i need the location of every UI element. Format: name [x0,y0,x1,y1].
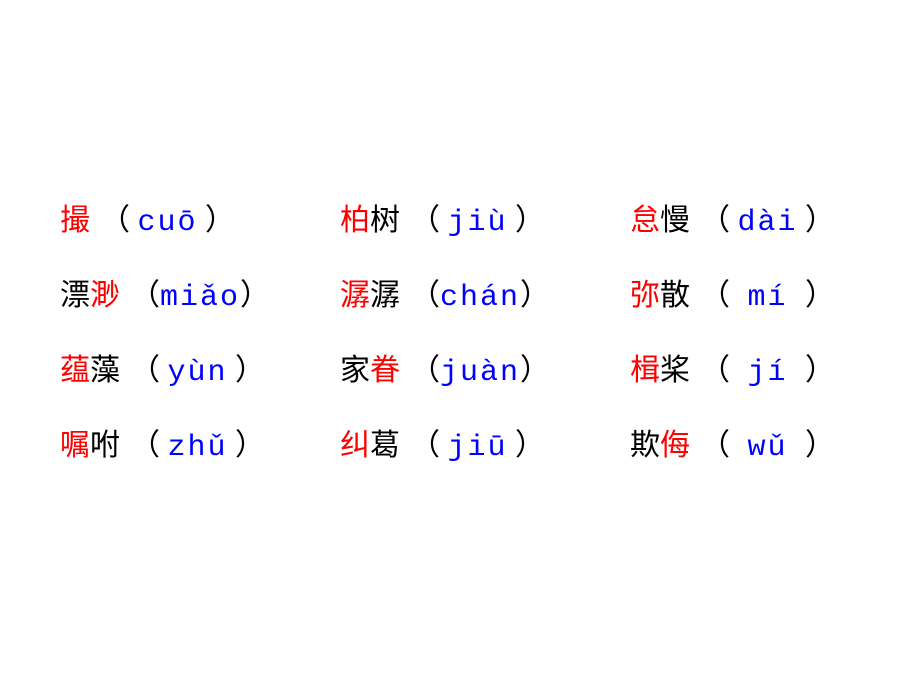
open-paren: （ [100,195,130,239]
hanzi-char: 漂 [60,270,90,314]
hanzi-word: 欺侮 [630,420,690,464]
vocab-cell: 漂渺（miǎo） [60,270,340,315]
hanzi-word: 弥散 [630,270,690,314]
open-paren: （ [700,195,730,239]
hanzi-char: 楫 [630,345,660,389]
pinyin: mí [730,281,805,315]
hanzi-char: 咐 [90,420,120,464]
hanzi-char: 家 [340,345,370,389]
close-paren: ） [805,420,835,464]
close-paren: ） [205,195,235,239]
close-paren: ） [805,345,835,389]
open-paren: （ [700,345,730,389]
hanzi-char: 纠 [340,420,370,464]
close-paren: ） [805,195,835,239]
vocab-cell: 嘱咐（zhǔ） [60,420,340,465]
close-paren: ） [515,195,545,239]
vocab-cell: 撮（cuō） [60,195,340,240]
close-paren: ） [240,270,270,314]
open-paren: （ [410,270,440,314]
pinyin: yùn [160,356,235,390]
vocab-cell: 楫桨（jí） [630,345,880,390]
open-paren: （ [410,195,440,239]
hanzi-char: 慢 [660,195,690,239]
close-paren: ） [805,270,835,314]
close-paren: ） [520,345,550,389]
hanzi-char: 潺 [370,270,400,314]
hanzi-word: 怠慢 [630,195,690,239]
pinyin: zhǔ [160,431,235,465]
vocab-cell: 弥散（mí） [630,270,880,315]
hanzi-char: 树 [370,195,400,239]
hanzi-char: 嘱 [60,420,90,464]
vocab-cell: 家眷（juàn） [340,345,630,390]
hanzi-word: 家眷 [340,345,400,389]
row: 蕴藻（yùn） 家眷（juàn） 楫桨（jí） [60,345,880,390]
vocab-cell: 怠慢（dài） [630,195,880,240]
pinyin: cuō [130,206,205,240]
hanzi-char: 柏 [340,195,370,239]
pinyin: wǔ [730,431,805,465]
hanzi-char: 眷 [370,345,400,389]
hanzi-word: 柏树 [340,195,400,239]
pinyin: jiū [440,431,515,465]
vocab-cell: 柏树（jiù） [340,195,630,240]
vocab-cell: 蕴藻（yùn） [60,345,340,390]
vocab-grid: 撮（cuō） 柏树（jiù） 怠慢（dài） 漂渺（miǎo） 潺潺（chán）… [60,195,880,495]
close-paren: ） [515,420,545,464]
hanzi-word: 纠葛 [340,420,400,464]
open-paren: （ [130,420,160,464]
pinyin: jí [730,356,805,390]
hanzi-char: 蕴 [60,345,90,389]
hanzi-word: 漂渺 [60,270,120,314]
row: 嘱咐（zhǔ） 纠葛（jiū） 欺侮（wǔ） [60,420,880,465]
vocab-cell: 纠葛（jiū） [340,420,630,465]
pinyin: juàn [440,356,520,390]
hanzi-word: 楫桨 [630,345,690,389]
hanzi-char: 藻 [90,345,120,389]
hanzi-char: 怠 [630,195,660,239]
hanzi-char: 渺 [90,270,120,314]
vocab-cell: 潺潺（chán） [340,270,630,315]
pinyin: jiù [440,206,515,240]
hanzi-char: 潺 [340,270,370,314]
open-paren: （ [410,345,440,389]
close-paren: ） [235,345,265,389]
hanzi-char: 欺 [630,420,660,464]
pinyin: miǎo [160,281,240,315]
hanzi-word: 嘱咐 [60,420,120,464]
open-paren: （ [130,270,160,314]
hanzi-char: 撮 [60,195,90,239]
vocab-cell: 欺侮（wǔ） [630,420,880,465]
close-paren: ） [520,270,550,314]
hanzi-char: 弥 [630,270,660,314]
hanzi-char: 散 [660,270,690,314]
row: 撮（cuō） 柏树（jiù） 怠慢（dài） [60,195,880,240]
open-paren: （ [700,270,730,314]
hanzi-word: 潺潺 [340,270,400,314]
hanzi-word: 蕴藻 [60,345,120,389]
pinyin: chán [440,281,520,315]
hanzi-char: 葛 [370,420,400,464]
row: 漂渺（miǎo） 潺潺（chán） 弥散（mí） [60,270,880,315]
hanzi-word: 撮 [60,195,90,239]
close-paren: ） [235,420,265,464]
pinyin: dài [730,206,805,240]
hanzi-char: 桨 [660,345,690,389]
open-paren: （ [410,420,440,464]
hanzi-char: 侮 [660,420,690,464]
open-paren: （ [130,345,160,389]
open-paren: （ [700,420,730,464]
